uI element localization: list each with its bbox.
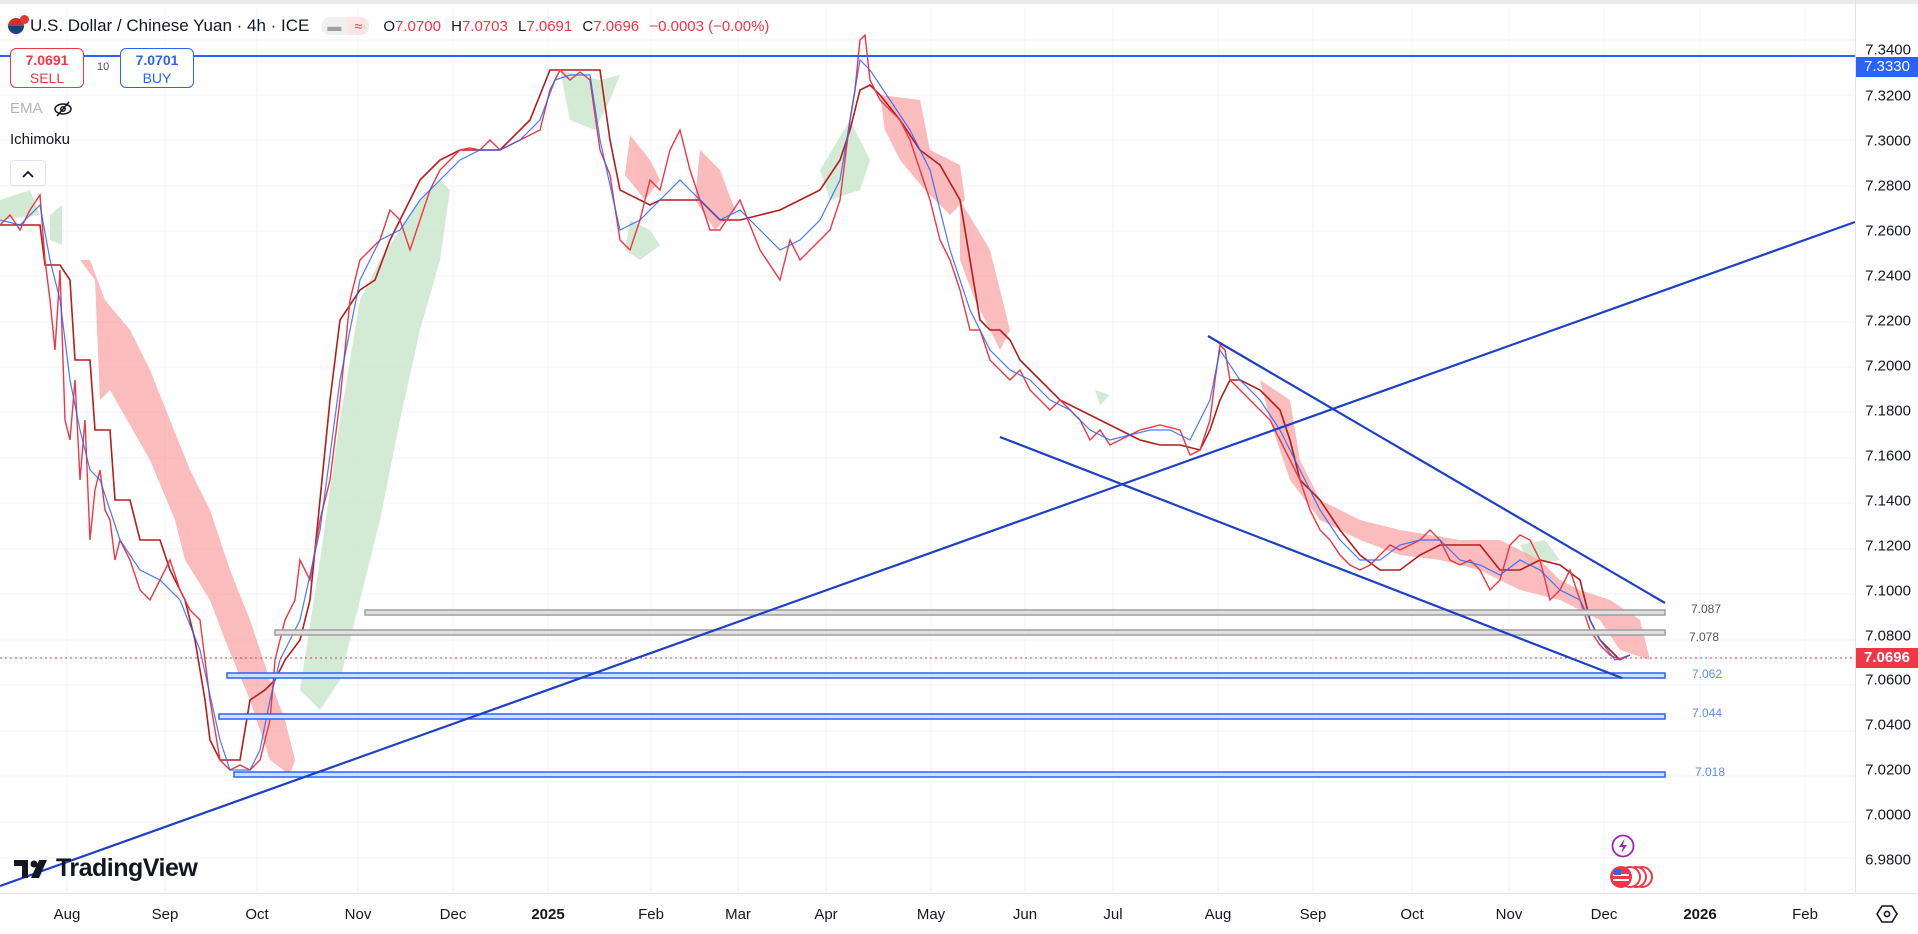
horizontal-line-price-label: 7.3330: [1856, 57, 1918, 77]
time-tick: Jun: [1012, 906, 1038, 923]
time-tick: Feb: [638, 906, 664, 923]
open-label: O: [383, 17, 396, 35]
sell-label: SELL: [29, 70, 65, 86]
close-value: 7.0696: [593, 17, 640, 35]
lightning-event-icon[interactable]: [1611, 834, 1635, 863]
close-label: C: [582, 17, 594, 35]
tradingview-logo-icon: [14, 859, 47, 878]
indicator-ema[interactable]: EMA: [10, 100, 73, 117]
zone-7.062: [226, 672, 1666, 679]
symbol-title[interactable]: U.S. Dollar / Chinese Yuan · 4h · ICE: [30, 16, 310, 35]
price-tick: 7.2600: [1865, 222, 1911, 240]
zone-label-7.062: 7.062: [1692, 667, 1723, 681]
chart-settings-button[interactable]: [1856, 893, 1918, 934]
zone-7.018: [233, 771, 1666, 778]
high-value: 7.0703: [461, 17, 508, 35]
zone-label-7.044: 7.044: [1692, 706, 1723, 720]
tenkan-sen-line: [0, 58, 1631, 771]
time-tick: Nov: [1495, 906, 1523, 923]
price-tick: 7.2800: [1865, 177, 1911, 195]
time-tick: May: [916, 906, 946, 923]
zone-7.078: [274, 629, 1666, 636]
price-tick: 7.1000: [1865, 582, 1911, 600]
zone-label-7.087: 7.087: [1691, 602, 1722, 616]
approx-icon: ≈: [347, 17, 370, 35]
high-label: H: [451, 17, 462, 35]
zone-label-7.078: 7.078: [1689, 630, 1720, 644]
channel-upper-trendline: [1207, 335, 1666, 604]
current-price-label: 7.0696: [1856, 648, 1918, 668]
price-tick: 7.0200: [1865, 761, 1911, 779]
time-tick: Sep: [151, 906, 179, 923]
collapse-indicators-button[interactable]: [10, 160, 46, 186]
price-tick: 7.1800: [1865, 402, 1911, 420]
time-tick: Oct: [245, 906, 269, 923]
spread-value: 10: [97, 61, 110, 73]
price-tick: 7.1200: [1865, 537, 1911, 555]
price-tick: 7.3400: [1865, 41, 1911, 59]
channel-lower-trendline: [999, 435, 1623, 680]
price-tick: 7.2400: [1865, 267, 1911, 285]
time-tick: Aug: [1204, 906, 1232, 923]
rising-trendline: [0, 220, 1856, 888]
price-tick: 7.0800: [1865, 627, 1911, 645]
buy-price: 7.0701: [135, 52, 179, 68]
time-tick: Nov: [344, 906, 372, 923]
time-tick: Aug: [53, 906, 81, 923]
time-tick: Sep: [1299, 906, 1327, 923]
us-flag-events-stack-icon[interactable]: [1608, 864, 1654, 895]
open-value: 7.0700: [395, 17, 441, 35]
zone-7.087: [364, 609, 1666, 616]
dash-icon: ▬: [327, 18, 342, 34]
sr-zones: [218, 609, 1666, 778]
indicator-ema-label: EMA: [10, 100, 43, 117]
price-tick: 7.2200: [1865, 312, 1911, 330]
status-pill[interactable]: ▬ ≈: [321, 17, 370, 35]
top-border: [0, 0, 1918, 4]
zone-7.044: [218, 713, 1666, 720]
symbol-legend: U.S. Dollar / Chinese Yuan · 4h · ICE ▬ …: [8, 15, 775, 36]
time-tick: Dec: [439, 906, 467, 923]
price-tick: 7.3200: [1865, 87, 1911, 105]
time-tick: Oct: [1400, 906, 1424, 923]
price-tick: 6.9800: [1865, 851, 1911, 869]
ichimoku-cloud-bearish: [80, 95, 1650, 775]
time-tick-year: 2025: [531, 906, 565, 923]
time-tick: Mar: [725, 906, 751, 923]
sell-price: 7.0691: [25, 52, 69, 68]
zone-label-7.018: 7.018: [1695, 765, 1726, 779]
price-tick: 7.1600: [1865, 447, 1911, 465]
price-axis[interactable]: 7.3400 7.3200 7.3000 7.2800 7.2600 7.240…: [1855, 0, 1918, 893]
tradingview-logo[interactable]: TradingView: [14, 854, 198, 883]
price-tick: 7.2000: [1865, 357, 1911, 375]
chevron-up-icon: [22, 170, 34, 178]
ohlc-values: O7.0700 H7.0703 L7.0691 C7.0696 −0.0003 …: [383, 18, 775, 35]
price-tick: 7.1400: [1865, 492, 1911, 510]
time-tick-year: 2026: [1683, 906, 1717, 923]
buy-label: BUY: [142, 70, 172, 86]
change-value: −0.0003 (−0.00%): [649, 17, 770, 35]
time-tick: Apr: [814, 906, 838, 923]
price-tick: 7.0000: [1865, 806, 1911, 824]
price-tick: 7.0600: [1865, 671, 1911, 689]
price-line: [0, 33, 1631, 771]
usd-cny-flag-icon: [8, 15, 29, 34]
time-axis[interactable]: Aug Sep Oct Nov Dec 2025 Feb Mar Apr May…: [0, 893, 1855, 934]
ichimoku-cloud-bullish: [0, 70, 1560, 710]
buy-button[interactable]: 7.0701 BUY: [120, 48, 194, 88]
indicator-ichimoku[interactable]: Ichimoku: [10, 131, 71, 148]
time-tick: Dec: [1590, 906, 1618, 923]
trendlines: [0, 220, 1856, 888]
low-value: 7.0691: [526, 17, 573, 35]
price-tick: 7.0400: [1865, 716, 1911, 734]
time-tick: Feb: [1792, 906, 1818, 923]
time-tick: Jul: [1103, 906, 1123, 923]
settings-hexagon-icon: [1876, 905, 1898, 923]
low-label: L: [518, 17, 527, 35]
eye-crossed-icon[interactable]: [53, 101, 73, 117]
price-tick: 7.3000: [1865, 132, 1911, 150]
logo-text: TradingView: [56, 854, 198, 882]
sell-button[interactable]: 7.0691 SELL: [10, 48, 84, 88]
